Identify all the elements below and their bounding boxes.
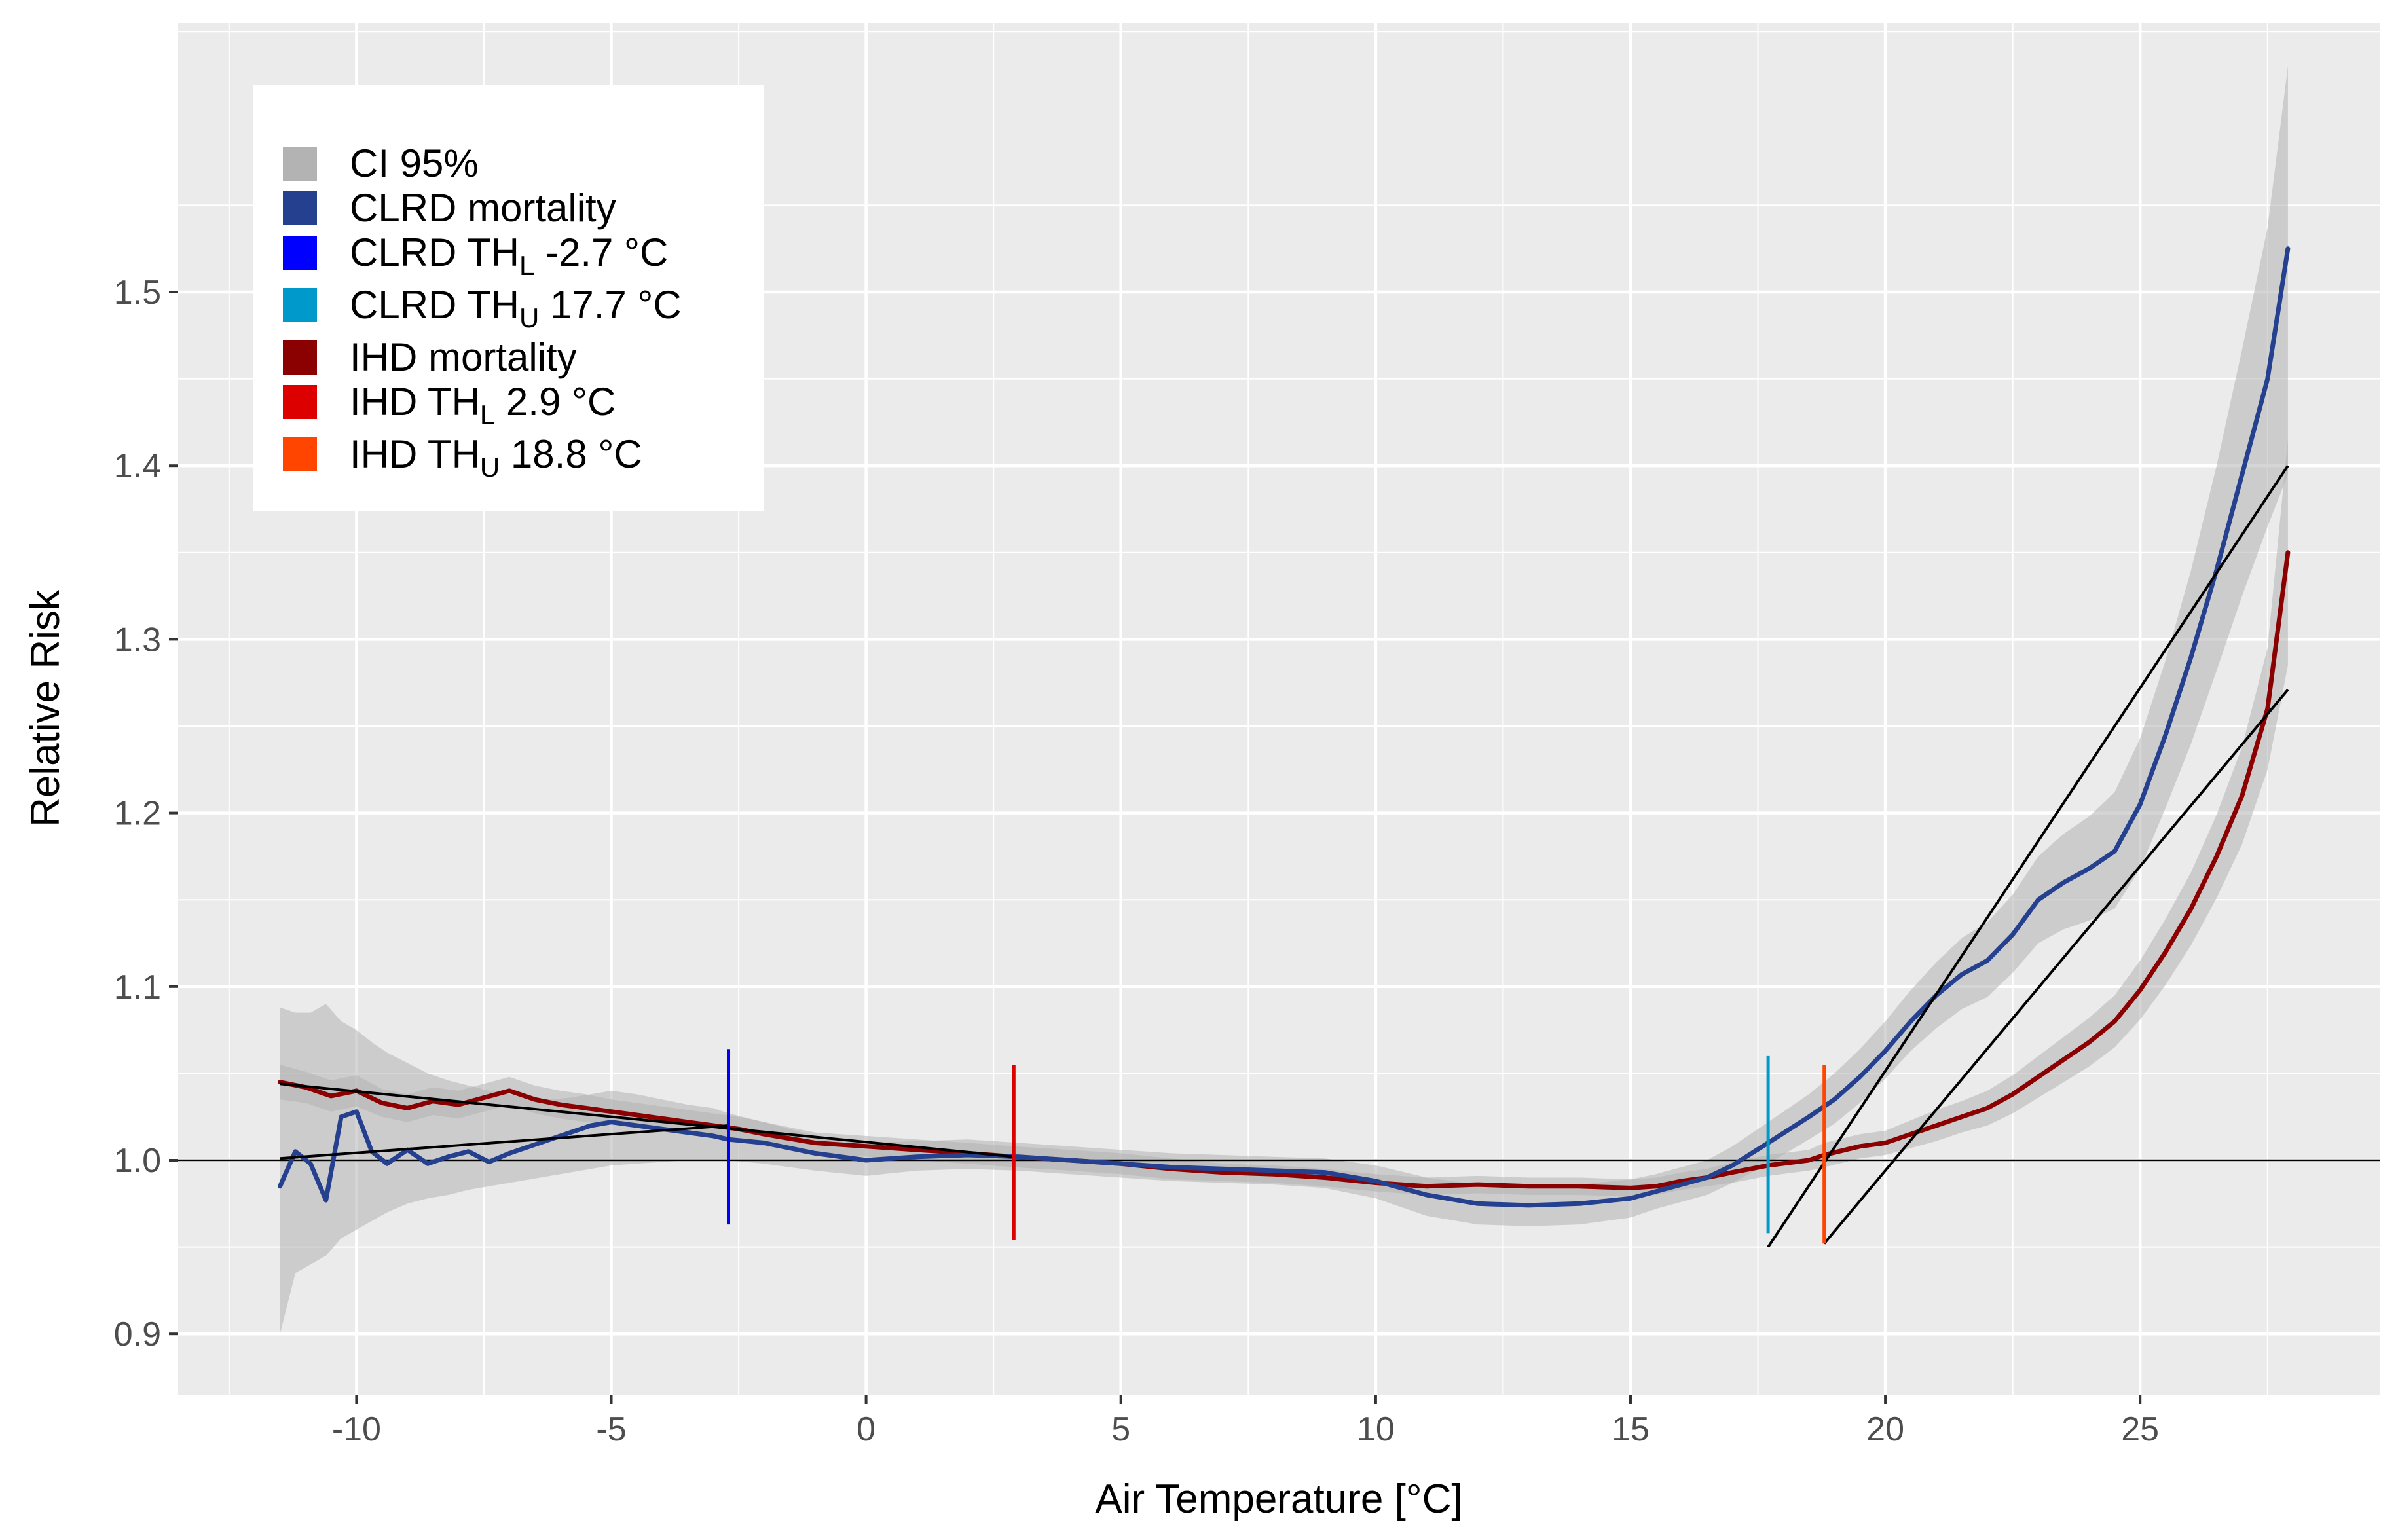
axes: -10 -5 0 5 10 15 20 25 0.9 1.0 1.1 1.2 1.3 1.4 1.5 <box>114 274 2159 1448</box>
legend-label-clrd_thl: CLRD THL -2.7 °C <box>350 230 668 281</box>
legend-key-ihd_thu <box>283 437 317 471</box>
legend-key-ihd_thl <box>283 385 317 419</box>
x-tick-label: -5 <box>596 1410 626 1448</box>
trend-lines <box>280 465 2289 1248</box>
x-tick-label: 10 <box>1357 1410 1395 1448</box>
x-tick-label: -10 <box>332 1410 381 1448</box>
y-tick-label: 1.4 <box>114 447 161 485</box>
trend-line <box>1767 465 2289 1248</box>
series-line <box>278 550 2291 1190</box>
legend-label-ihd_thl: IHD THL 2.9 °C <box>350 380 616 430</box>
legend-key-clrd_thl <box>283 236 317 270</box>
y-tick-label: 1.1 <box>114 968 161 1006</box>
trend-line <box>1823 689 2289 1245</box>
legend-box <box>253 85 764 511</box>
legend-key-clrd_thu <box>283 288 317 322</box>
x-axis-title: Air Temperature [°C] <box>1095 1476 1462 1522</box>
series-lines <box>278 246 2291 1208</box>
threshold-markers <box>727 1049 1826 1244</box>
trend-line <box>280 1082 1014 1158</box>
legend-label-ihd_thu: IHD THU 18.8 °C <box>350 432 642 483</box>
legend-key-ihd <box>283 340 317 375</box>
x-tick-label: 25 <box>2121 1410 2159 1448</box>
legend-label-clrd_thu: CLRD THU 17.7 °C <box>350 283 682 333</box>
x-tick-label: 20 <box>1866 1410 1904 1448</box>
y-tick-label: 1.2 <box>114 795 161 833</box>
series-line <box>278 246 2291 1208</box>
y-axis-title: Relative Risk <box>23 589 68 827</box>
legend-label-ihd: IHD mortality <box>350 335 577 379</box>
legend-key-ci <box>283 147 317 181</box>
y-tick-label: 1.5 <box>114 274 161 312</box>
legend-label-ci: CI 95% <box>350 141 479 185</box>
legend-label-clrd: CLRD mortality <box>350 186 616 230</box>
x-tick-label: 5 <box>1111 1410 1130 1448</box>
trend-line <box>280 1124 729 1160</box>
legend-key-clrd <box>283 191 317 225</box>
y-tick-label: 1.0 <box>114 1142 161 1180</box>
x-tick-label: 0 <box>857 1410 876 1448</box>
y-tick-label: 1.3 <box>114 621 161 659</box>
y-tick-label: 0.9 <box>114 1315 161 1353</box>
x-tick-label: 15 <box>1612 1410 1650 1448</box>
